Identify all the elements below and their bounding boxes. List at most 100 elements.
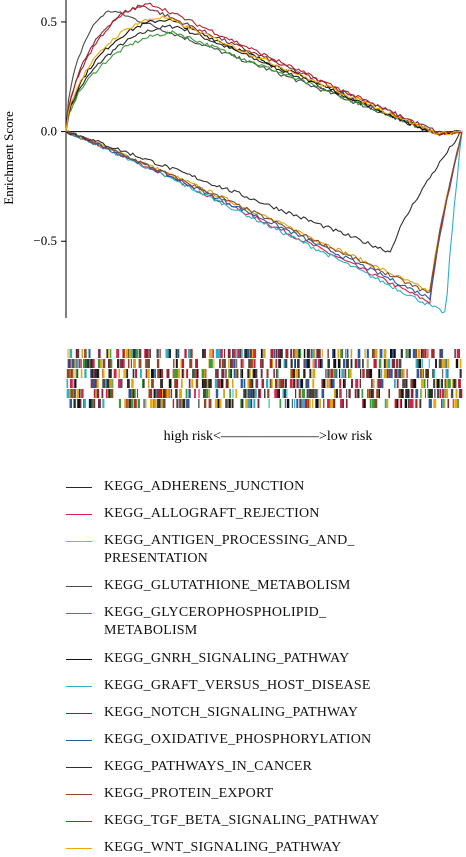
barcode-tick xyxy=(240,369,242,378)
barcode-tick xyxy=(175,359,177,368)
barcode-tick xyxy=(150,349,151,358)
barcode-tick xyxy=(142,379,144,388)
barcode-tick xyxy=(332,349,334,358)
barcode-tick xyxy=(194,389,196,398)
barcode-tick xyxy=(170,379,172,388)
barcode-tick xyxy=(266,379,269,388)
barcode-tick xyxy=(319,399,321,408)
barcode-tick xyxy=(296,399,299,408)
y-axis-label: Enrichment Score xyxy=(1,111,16,205)
barcode-tick xyxy=(98,349,101,358)
barcode-tick xyxy=(321,379,324,388)
barcode-tick xyxy=(278,359,282,368)
barcode-tick xyxy=(327,359,329,368)
barcode-tick xyxy=(357,359,359,368)
barcode-tick xyxy=(160,379,163,388)
y-tick-label: 0.0 xyxy=(41,124,57,139)
barcode-tick xyxy=(373,359,377,368)
barcode-tick xyxy=(216,379,218,388)
barcode-tick xyxy=(162,389,166,398)
barcode-tick xyxy=(150,399,153,408)
barcode-tick xyxy=(393,349,396,358)
legend-item: KEGG_ANTIGEN_PROCESSING_AND_ PRESENTATIO… xyxy=(66,532,444,568)
barcode-tick xyxy=(228,369,231,378)
barcode-tick xyxy=(151,369,154,378)
barcode-tick xyxy=(167,369,169,378)
barcode-tick xyxy=(241,399,244,408)
barcode-tick xyxy=(341,369,345,378)
barcode-tick xyxy=(267,389,270,398)
barcode-tick xyxy=(144,359,147,368)
barcode-tick xyxy=(121,379,123,388)
barcode-tick xyxy=(299,399,302,408)
barcode-tick xyxy=(247,389,250,398)
barcode-tick xyxy=(371,349,375,358)
barcode-tick xyxy=(426,369,429,378)
barcode-tick xyxy=(450,389,454,398)
legend-item: KEGG_GRAFT_VERSUS_HOST_DISEASE xyxy=(66,677,444,695)
barcode-tick xyxy=(92,359,95,368)
barcode-tick xyxy=(339,389,342,398)
barcode-tick xyxy=(371,379,373,388)
barcode-tick xyxy=(295,349,298,358)
barcode-tick xyxy=(228,399,231,408)
barcode-tick xyxy=(293,379,296,388)
barcode-tick xyxy=(364,349,366,358)
barcode-tick xyxy=(340,349,343,358)
barcode-tick xyxy=(148,389,151,398)
barcode-tick xyxy=(394,379,396,388)
barcode-tick xyxy=(433,379,435,388)
barcode-tick xyxy=(110,349,112,358)
barcode-tick xyxy=(175,349,178,358)
series-line xyxy=(65,131,463,253)
barcode-tick xyxy=(247,379,250,388)
barcode-tick xyxy=(223,359,226,368)
barcode-tick xyxy=(158,399,161,408)
barcode-tick xyxy=(432,369,436,378)
barcode-tick xyxy=(339,369,341,378)
barcode-tick xyxy=(420,349,423,358)
barcode-tick xyxy=(368,389,371,398)
barcode-tick xyxy=(175,379,179,388)
barcode-tick xyxy=(301,399,305,408)
barcode-tick xyxy=(168,379,171,388)
barcode-tick xyxy=(398,369,402,378)
barcode-tick xyxy=(205,389,209,398)
barcode-tick xyxy=(261,359,264,368)
barcode-tick xyxy=(209,379,212,388)
barcode-tick xyxy=(314,359,316,368)
barcode-tick xyxy=(445,379,448,388)
series-line xyxy=(65,130,463,294)
barcode-tick xyxy=(408,389,410,398)
barcode-tick xyxy=(109,369,112,378)
barcode-tick xyxy=(124,399,127,408)
legend-item: KEGG_OXIDATIVE_PHOSPHORYLATION xyxy=(66,731,444,749)
barcode-tick xyxy=(113,369,117,378)
barcode-tick xyxy=(282,389,285,398)
barcode-tick xyxy=(405,389,409,398)
barcode-tick xyxy=(370,389,373,398)
barcode-tick xyxy=(329,379,331,388)
barcode-tick xyxy=(362,399,365,408)
barcode-tick xyxy=(273,369,275,378)
barcode-tick xyxy=(333,399,336,408)
barcode-tick xyxy=(151,379,154,388)
barcode-tick xyxy=(215,369,217,378)
barcode-tick xyxy=(330,369,333,378)
barcode-tick xyxy=(292,369,296,378)
barcode-tick xyxy=(286,399,290,408)
barcode-tick xyxy=(298,389,301,398)
y-tick-label: −0.5 xyxy=(33,233,57,248)
barcode-tick xyxy=(397,369,400,378)
barcode-tick xyxy=(232,399,234,408)
barcode-tick xyxy=(90,359,93,368)
barcode-tick xyxy=(380,369,383,378)
barcode-tick xyxy=(82,359,86,368)
barcode-tick xyxy=(246,349,250,358)
barcode-tick xyxy=(256,399,258,408)
barcode-tick xyxy=(248,369,251,378)
chart-axes: 0.5 0.0 −0.5 xyxy=(33,0,462,318)
barcode-tick xyxy=(284,359,288,368)
barcode-tick xyxy=(346,349,349,358)
barcode-tick xyxy=(182,369,185,378)
